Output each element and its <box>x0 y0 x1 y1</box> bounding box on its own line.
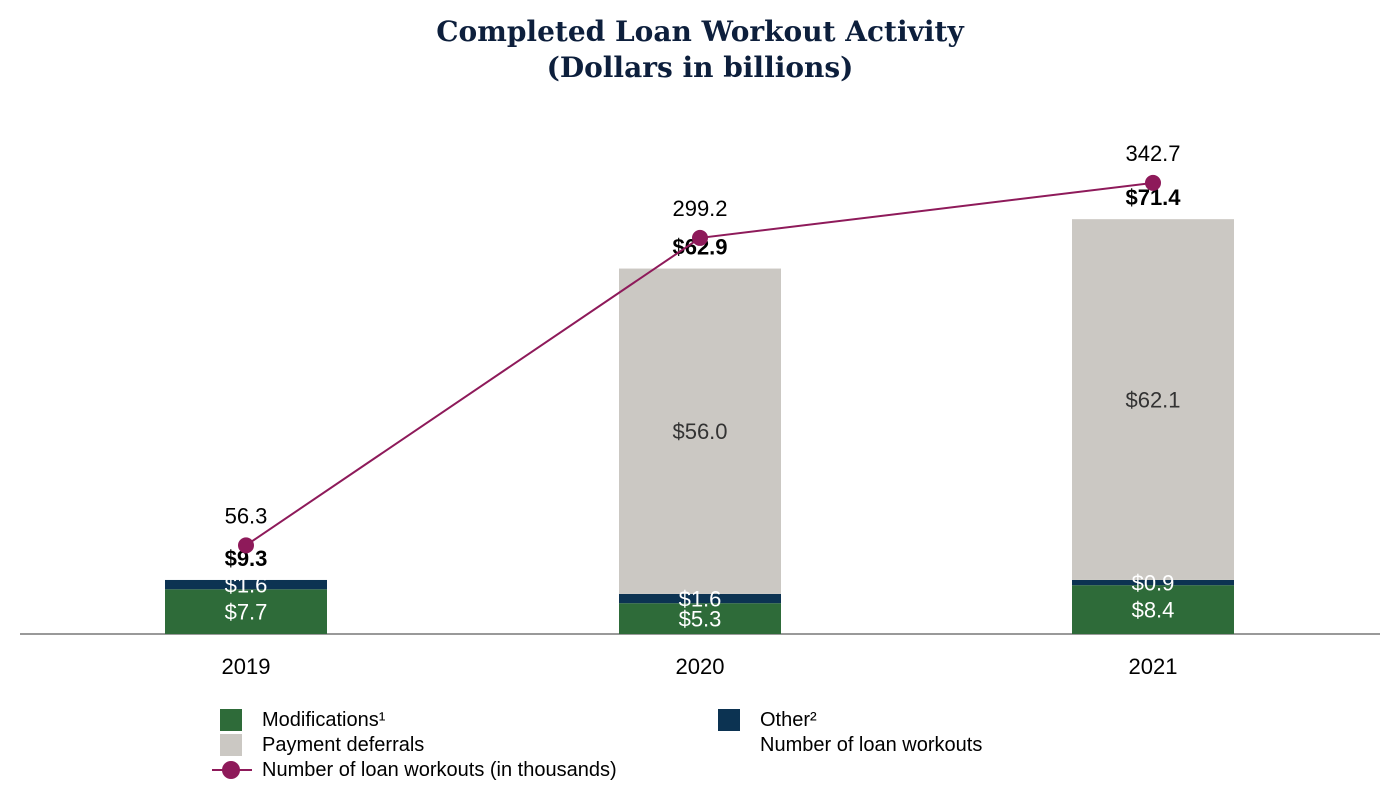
bar-segment-2021-1 <box>1072 579 1234 586</box>
bar-segment-2020-2 <box>619 268 781 594</box>
x-tick-2021: 2021 <box>1129 654 1178 679</box>
legend-label-loan-workouts: Number of loan workouts (in thousands) <box>262 759 617 781</box>
chart-title: Completed Loan Workout Activity (Dollars… <box>0 14 1400 86</box>
line-point-label-2020: 299.2 <box>672 196 727 221</box>
segment-label-2021-1: $0.9 <box>1132 571 1175 596</box>
bar-segment-2021-2 <box>1072 219 1234 580</box>
bar-segment-2020-1 <box>619 593 781 604</box>
segment-label-2019-0: $7.7 <box>225 600 268 625</box>
bar-segment-2021-0 <box>1072 585 1234 634</box>
segment-label-2021-2: $62.1 <box>1125 388 1180 413</box>
chart-title-line1: Completed Loan Workout Activity <box>436 15 964 48</box>
legend-label-payment-deferrals: Payment deferrals <box>262 734 425 756</box>
line-point-label-2021: 342.7 <box>1125 141 1180 166</box>
line-point-2020 <box>692 229 708 246</box>
legend-swatch-other <box>718 709 740 731</box>
legend-swatch-modifications <box>220 709 242 731</box>
bar-segment-2020-0 <box>619 603 781 634</box>
chart-plot: $7.7$1.6$9.32019$5.3$1.6$56.0$62.92020$8… <box>20 141 1380 679</box>
line-point-label-2019: 56.3 <box>225 503 268 528</box>
line-point-2021 <box>1145 174 1161 191</box>
segment-label-2020-0: $5.3 <box>679 607 722 632</box>
x-tick-2019: 2019 <box>222 654 271 679</box>
segment-label-2021-0: $8.4 <box>1132 598 1175 623</box>
chart-title-line2: (Dollars in billions) <box>546 51 854 84</box>
legend-swatch-payment-deferrals <box>220 734 242 756</box>
legend-dot-marker <box>222 761 240 779</box>
x-tick-2020: 2020 <box>676 654 725 679</box>
bar-segment-2019-0 <box>165 589 327 634</box>
legend-label-other: Other² <box>760 709 817 731</box>
segment-label-2019-1: $1.6 <box>225 573 268 598</box>
legend-label-extra: Number of loan workouts <box>760 734 983 756</box>
legend-label-modifications: Modifications¹ <box>262 709 386 731</box>
bar-segment-2019-1 <box>165 579 327 590</box>
line-point-2019 <box>238 537 254 554</box>
segment-label-2020-1: $1.6 <box>679 587 722 612</box>
segment-label-2020-2: $56.0 <box>672 419 727 444</box>
